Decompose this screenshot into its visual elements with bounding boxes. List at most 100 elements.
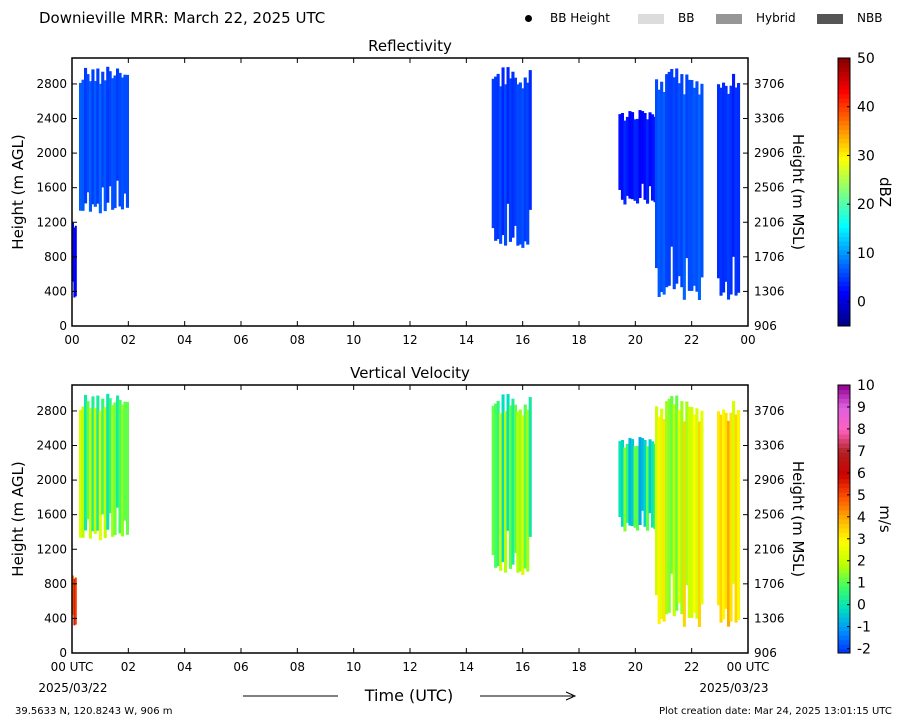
echo-cell: [648, 439, 652, 514]
colorbar-segment: [838, 125, 850, 130]
legend-hybrid: Hybrid: [716, 11, 796, 25]
x-tick-label: 04: [177, 660, 192, 674]
colorbar-segment: [838, 438, 850, 444]
echo-cell: [623, 120, 627, 205]
colorbar-tick-label: 9: [857, 400, 866, 416]
echo-cell: [618, 441, 622, 517]
colorbar-segment: [838, 196, 850, 202]
y-tick-label: 1600: [36, 508, 67, 522]
y-axis-right-label: Height (m MSL): [789, 461, 807, 577]
echo-cell: [665, 401, 669, 615]
echo-cell: [108, 71, 112, 187]
colorbar-segment: [838, 469, 850, 475]
echo-cell: [508, 78, 512, 242]
colorbar-segment: [838, 107, 850, 113]
colorbar-segment: [838, 111, 850, 117]
echo-cell: [682, 421, 686, 627]
colorbar-tick-label: 10: [857, 378, 875, 394]
echo-cell: [625, 443, 629, 523]
colorbar-segment: [838, 290, 850, 296]
echo-cell: [675, 395, 679, 611]
echo-cell: [88, 81, 92, 212]
colorbar-segment: [838, 160, 850, 166]
colorbar-segment: [838, 474, 850, 480]
echo-cell: [719, 414, 723, 623]
y-right-tick-label: 906: [754, 319, 777, 333]
colorbar-segment: [838, 586, 850, 591]
colorbar-segment: [838, 639, 850, 645]
colorbar-segment: [838, 594, 850, 600]
echo-cell: [677, 83, 681, 277]
x-tick-label: 22: [684, 660, 699, 674]
colorbar-segment: [838, 138, 850, 144]
y-right-tick-label: 2106: [754, 215, 785, 229]
echo-cell: [96, 68, 100, 204]
colorbar-segment: [838, 398, 850, 404]
colorbar-tick-label: -2: [857, 642, 871, 658]
echo-cell: [98, 410, 102, 541]
echo-cell: [81, 79, 85, 211]
colorbar-segment: [838, 129, 850, 135]
echo-cell: [508, 405, 512, 569]
x-tick-label: 18: [571, 333, 586, 347]
colorbar-segment: [838, 205, 850, 211]
colorbar-segment: [838, 402, 850, 408]
colorbar-segment: [838, 603, 850, 609]
echo-cell: [685, 74, 689, 259]
colorbar-segment: [838, 447, 850, 453]
colorbar-segment: [838, 411, 850, 417]
y-right-tick-label: 2506: [754, 181, 785, 195]
colorbar-tick-label: 2: [857, 554, 866, 570]
echo-cell: [506, 67, 510, 204]
colorbar-segment: [838, 612, 850, 618]
echo-cell: [125, 401, 129, 535]
echo-cell: [528, 70, 532, 210]
y-tick-label: 0: [59, 646, 67, 660]
colorbar-segment: [838, 178, 850, 184]
echo-cell: [86, 74, 90, 193]
echo-cell: [717, 84, 721, 279]
y-tick-label: 800: [44, 577, 67, 591]
colorbar-segment: [838, 89, 850, 95]
echo-cell: [697, 94, 701, 300]
colorbar-segment: [838, 460, 850, 466]
echo-cell: [516, 84, 520, 246]
echo-cell: [732, 400, 736, 584]
echo-cell: [91, 69, 95, 205]
colorbar-segment: [838, 169, 850, 175]
colorbar-segment: [838, 308, 850, 314]
colorbar-segment: [838, 245, 850, 251]
colorbar-segment: [838, 635, 850, 641]
echo-cell: [670, 396, 674, 574]
x-tick-label: 22: [684, 333, 699, 347]
colorbar-tick-label: 0: [857, 295, 866, 311]
echo-cell: [618, 114, 622, 190]
echo-cell: [692, 87, 696, 286]
colorbar-tick-label: 0: [857, 598, 866, 614]
echo-cell: [690, 407, 694, 618]
y-right-tick-label: 1306: [754, 284, 785, 298]
colorbar-segment: [838, 550, 850, 556]
colorbar-frame: [837, 384, 851, 654]
y-axis-label: Height (m AGL): [9, 461, 27, 576]
y-right-tick-label: 1706: [754, 577, 785, 591]
echo-cell: [662, 419, 666, 622]
legend-label: BB Height: [550, 11, 610, 25]
y-tick-label: 2000: [36, 146, 67, 160]
x-tick-label: 12: [402, 660, 417, 674]
echo-cell: [513, 404, 517, 553]
legend-bb-height: BB Height: [525, 11, 610, 25]
echo-cell: [662, 92, 666, 295]
colorbar-segment: [838, 545, 850, 551]
colorbar-segment: [838, 599, 850, 605]
colorbar-segment: [838, 259, 850, 264]
echo-cell: [685, 401, 689, 586]
x-tick-label: 00 UTC: [51, 660, 94, 674]
colorbar-segment: [838, 563, 850, 569]
colorbar-segment: [838, 416, 850, 422]
echo-cell: [695, 81, 699, 292]
colorbar-segment: [838, 407, 850, 413]
echo-cell: [111, 405, 115, 537]
colorbar-tick-label: 5: [857, 488, 866, 504]
echo-cell: [504, 84, 508, 246]
